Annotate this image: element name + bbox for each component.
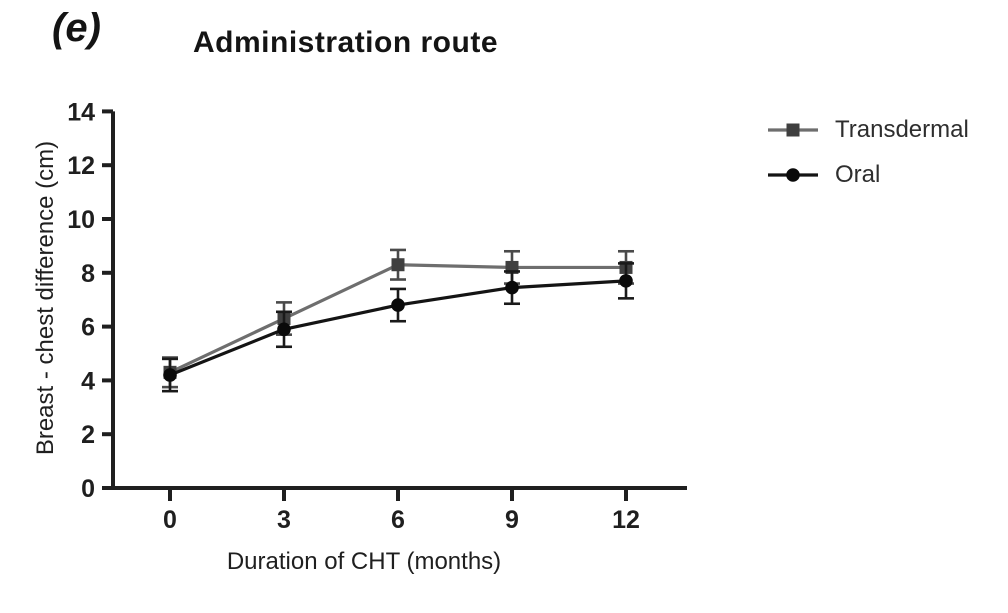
data-point-circle-oral [505, 280, 519, 295]
panel-label: (e) [52, 6, 101, 50]
data-point-circle-oral [391, 298, 405, 312]
legend-key-square [786, 123, 800, 137]
x-axis-label: Duration of CHT (months) [226, 548, 502, 575]
legend-key-circle [786, 168, 800, 182]
data-point-circle-oral [277, 322, 291, 337]
y-tick-label: 0 [81, 475, 95, 503]
legend-item-oral: Oral [768, 161, 969, 189]
legend-marker-square-icon [768, 123, 818, 137]
data-point-square-transdermal [391, 258, 405, 272]
x-tick-label: 0 [163, 506, 177, 534]
legend-marker-circle-icon [768, 168, 818, 182]
y-tick-label: 10 [67, 206, 95, 234]
legend: Transdermal Oral [768, 116, 969, 206]
legend-label: Transdermal [835, 116, 969, 143]
y-tick-label: 14 [67, 98, 95, 126]
x-tick-label: 6 [391, 506, 405, 534]
x-tick-label: 12 [612, 506, 640, 534]
data-point-circle-oral [619, 274, 633, 288]
y-tick-label: 8 [81, 260, 95, 288]
legend-item-transdermal: Transdermal [768, 116, 969, 144]
y-tick-label: 12 [67, 152, 95, 180]
data-point-circle-oral [163, 368, 177, 382]
chart-title: Administration route [193, 26, 499, 59]
y-tick-label: 2 [81, 421, 95, 449]
x-tick-label: 9 [505, 506, 519, 534]
y-tick-label: 6 [81, 314, 95, 342]
x-tick-label: 3 [277, 506, 291, 534]
y-tick-label: 4 [81, 367, 95, 395]
legend-label: Oral [835, 161, 881, 188]
